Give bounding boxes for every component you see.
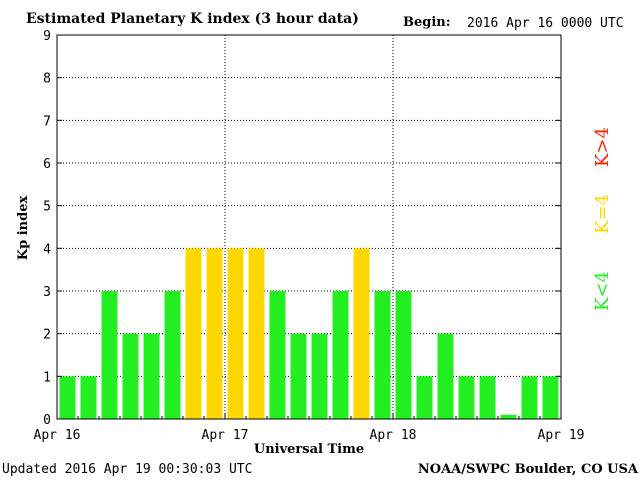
- y-tick-label: 7: [43, 114, 51, 129]
- kp-bar: [521, 376, 538, 419]
- legend-low: K<4: [592, 271, 613, 311]
- y-tick-label: 3: [43, 285, 51, 300]
- kp-bar: [59, 376, 76, 419]
- kp-bar: [374, 291, 391, 419]
- y-tick-label: 2: [43, 328, 51, 343]
- kp-bar: [80, 376, 97, 419]
- kp-bar: [353, 248, 370, 419]
- kp-bar: [332, 291, 349, 419]
- kp-bar: [479, 376, 496, 419]
- kp-bar: [542, 376, 559, 419]
- begin-label: Begin:: [403, 15, 451, 30]
- y-tick-label: 5: [43, 200, 51, 215]
- kp-bar: [500, 414, 517, 419]
- y-tick-label: 4: [43, 242, 51, 257]
- kp-bar: [185, 248, 202, 419]
- x-axis-label: Universal Time: [254, 442, 364, 457]
- kp-bar: [248, 248, 265, 419]
- y-axis-ticks: 0 1 2 3 4 5 6 7 8 9: [43, 29, 561, 428]
- source-credit: NOAA/SWPC Boulder, CO USA: [418, 462, 639, 477]
- y-tick-label: 6: [43, 157, 51, 172]
- kp-bar: [269, 291, 286, 419]
- x-tick-label: Apr 16: [34, 428, 81, 443]
- x-tick-label: Apr 19: [538, 428, 585, 443]
- begin-value: 2016 Apr 16 0000 UTC: [467, 16, 624, 31]
- kp-bar: [206, 248, 223, 419]
- y-tick-label: 1: [43, 370, 51, 385]
- kp-bar: [227, 248, 244, 419]
- kp-bar: [122, 333, 139, 419]
- y-tick-label: 9: [43, 29, 51, 44]
- kp-bar: [395, 291, 412, 419]
- kp-bar: [416, 376, 433, 419]
- x-tick-label: Apr 17: [202, 428, 249, 443]
- kp-bar: [143, 333, 160, 419]
- kp-bar: [164, 291, 181, 419]
- kp-bar: [101, 291, 118, 419]
- y-tick-label: 0: [43, 413, 51, 428]
- x-axis-ticks: Apr 16 Apr 17 Apr 18 Apr 19: [34, 413, 585, 443]
- grid-lines: [57, 35, 561, 419]
- kp-bar: [458, 376, 475, 419]
- bars-group: [59, 248, 559, 419]
- updated-timestamp: Updated 2016 Apr 19 00:30:03 UTC: [2, 462, 252, 477]
- chart-title: Estimated Planetary K index (3 hour data…: [26, 11, 359, 27]
- x-tick-label: Apr 18: [370, 428, 417, 443]
- kp-bar: [437, 333, 454, 419]
- legend-equal: K=4: [592, 194, 613, 234]
- kp-bar: [290, 333, 307, 419]
- legend-high: K>4: [592, 127, 613, 167]
- kp-bar: [311, 333, 328, 419]
- y-tick-label: 8: [43, 72, 51, 87]
- y-axis-label: Kp index: [16, 196, 31, 261]
